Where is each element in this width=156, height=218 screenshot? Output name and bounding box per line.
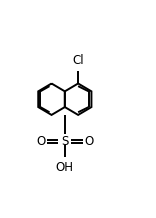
- Text: O: O: [84, 135, 94, 148]
- Text: Cl: Cl: [72, 54, 84, 66]
- Text: O: O: [36, 135, 45, 148]
- Text: S: S: [61, 135, 68, 148]
- Text: OH: OH: [56, 161, 74, 174]
